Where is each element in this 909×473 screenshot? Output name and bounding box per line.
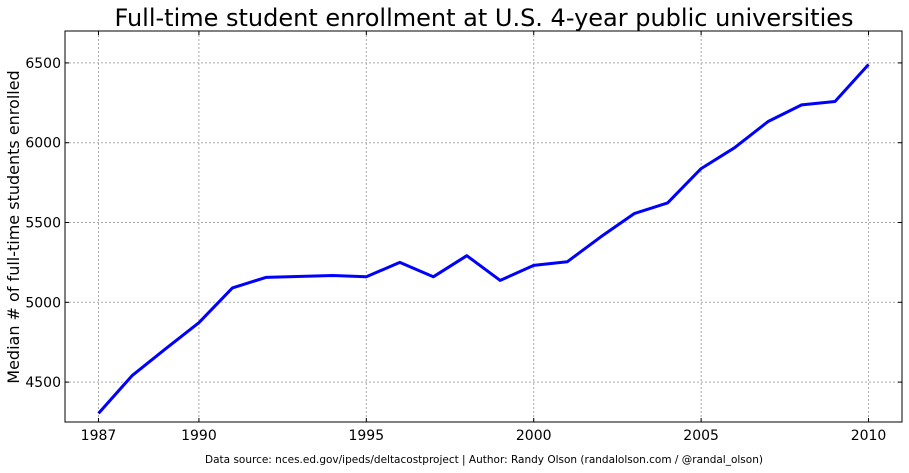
x-tick-label: 2000	[516, 428, 552, 444]
enrollment-line	[97, 63, 870, 415]
source-note: Data source: nces.ed.gov/ipeds/deltacost…	[205, 454, 763, 466]
x-tick-label: 1995	[348, 428, 384, 444]
y-tick-label: 5000	[25, 295, 61, 311]
plot-frame	[64, 30, 903, 423]
series-group	[97, 63, 870, 415]
x-tick-label: 1990	[181, 428, 217, 444]
y-tick-label: 5500	[25, 216, 61, 232]
y-tick-label: 4500	[25, 375, 61, 391]
x-tick-label: 2005	[683, 428, 719, 444]
x-tick-label: 1987	[81, 428, 117, 444]
chart-title: Full-time student enrollment at U.S. 4-y…	[114, 4, 853, 32]
x-tick-label: 2010	[851, 428, 887, 444]
y-tick-label: 6500	[25, 56, 61, 72]
axis-ticks: 1987 1990 1995 2000 2005 2010 4500 5000 5500 6000…	[25, 31, 902, 444]
y-tick-label: 6000	[25, 136, 61, 152]
y-axis-label: Median # of full-time students enrolled	[4, 70, 23, 383]
grid	[65, 31, 902, 422]
